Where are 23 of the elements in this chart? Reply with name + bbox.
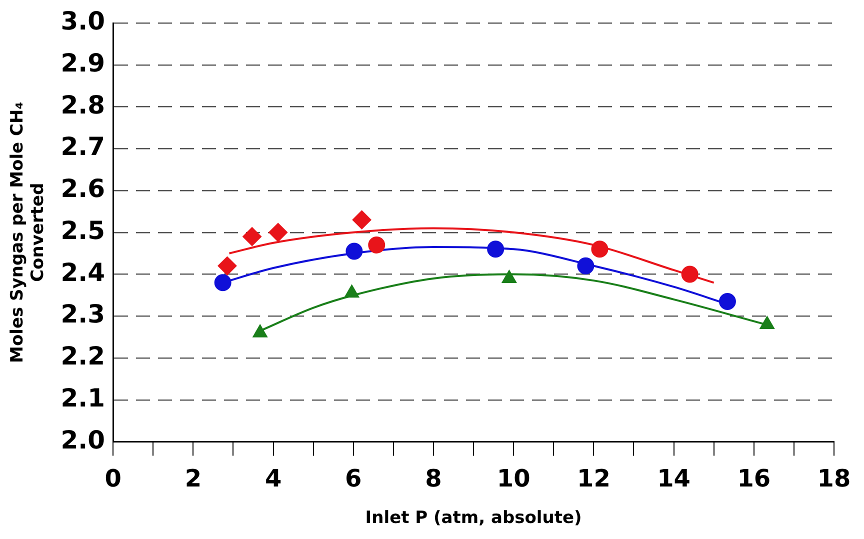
y-axis-title: Moles Syngas per Mole CH₄ Converted bbox=[8, 102, 48, 363]
x-tick-label: 10 bbox=[496, 464, 530, 492]
x-tick-label: 6 bbox=[345, 464, 362, 492]
y-tick-label: 2.9 bbox=[60, 48, 106, 78]
y-tick-label: 2.5 bbox=[60, 216, 106, 245]
x-tick-label: 18 bbox=[817, 464, 851, 492]
x-tick-label: 2 bbox=[184, 464, 202, 492]
x-tick-label: 0 bbox=[104, 464, 122, 492]
x-tick-label: 4 bbox=[264, 464, 282, 492]
y-tick-label: 2.4 bbox=[60, 258, 106, 287]
x-tick-label: 14 bbox=[657, 464, 690, 492]
y-tick-label: 2.6 bbox=[60, 174, 106, 204]
x-axis-title: Inlet P (atm, absolute) bbox=[365, 508, 582, 528]
y-tick-label: 3.0 bbox=[60, 6, 106, 36]
x-tick-label: 8 bbox=[425, 464, 442, 492]
y-tick-label: 2.1 bbox=[60, 383, 106, 412]
x-tick-label: 16 bbox=[737, 464, 771, 492]
y-tick-label: 2.2 bbox=[60, 342, 106, 371]
y-tick-label: 2.7 bbox=[60, 132, 106, 162]
y-tick-label: 2.3 bbox=[60, 300, 106, 329]
x-tick-label: 12 bbox=[576, 464, 610, 492]
y-tick-label: 2.8 bbox=[60, 90, 106, 120]
y-tick-label: 2.0 bbox=[60, 425, 106, 454]
